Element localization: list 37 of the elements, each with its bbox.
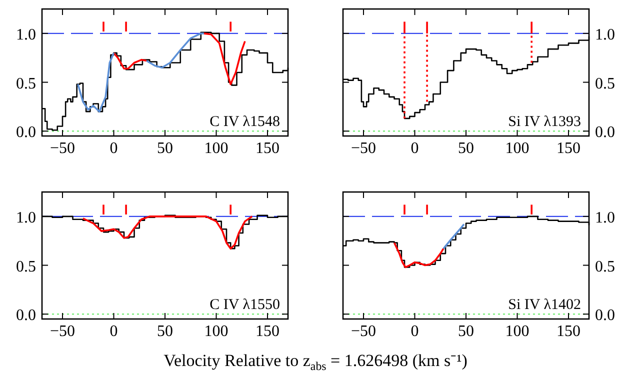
x-tick-label: 150 (256, 323, 280, 340)
x-tick-label: 100 (204, 323, 228, 340)
x-tick-label: 0 (410, 323, 419, 340)
x-tick-label: 50 (157, 323, 173, 340)
x-tick-label: −50 (50, 323, 76, 340)
text: Si IV λ1402 (508, 297, 581, 313)
x-axis-title: Velocity Relative to z$_{abs}$ = 1.626498 (km s⁻¹) (164, 351, 468, 373)
y-tick-label: 0.0 (16, 124, 36, 142)
y-tick-label: 0.5 (16, 75, 36, 92)
x-tick-label: 50 (157, 140, 173, 157)
text: C IV λ1550 (210, 297, 280, 313)
text: C IV λ1548 (210, 114, 280, 130)
y-tick-label: 0.0 (16, 307, 36, 324)
x-tick-label: 150 (556, 140, 580, 157)
x-tick-label: 100 (505, 140, 530, 157)
y-tick-label: 0.5 (595, 75, 615, 92)
x-tick-label: −50 (50, 140, 76, 157)
y-tick-label: 0.0 (595, 307, 615, 324)
x-tick-label: 100 (204, 140, 228, 157)
x-tick-label: 100 (505, 323, 530, 340)
y-tick-label: 1.0 (16, 209, 36, 226)
x-tick-label: 0 (110, 140, 118, 157)
x-tick-label: −50 (350, 140, 376, 157)
x-tick-label: 0 (110, 323, 118, 340)
y-tick-label: 1.0 (595, 26, 615, 44)
y-tick-label: 0.5 (16, 258, 36, 276)
y-tick-label: 1.0 (16, 26, 36, 44)
y-tick-label: 0.5 (595, 258, 615, 276)
y-tick-label: 0.0 (595, 124, 615, 142)
x-tick-label: 150 (256, 140, 280, 157)
text: Si IV λ1393 (508, 114, 581, 130)
x-tick-label: 0 (410, 140, 419, 157)
x-tick-label: 150 (556, 323, 580, 340)
x-tick-label: 50 (458, 140, 474, 157)
x-tick-label: −50 (350, 323, 376, 340)
y-tick-label: 1.0 (595, 209, 615, 226)
x-tick-label: 50 (458, 323, 474, 340)
